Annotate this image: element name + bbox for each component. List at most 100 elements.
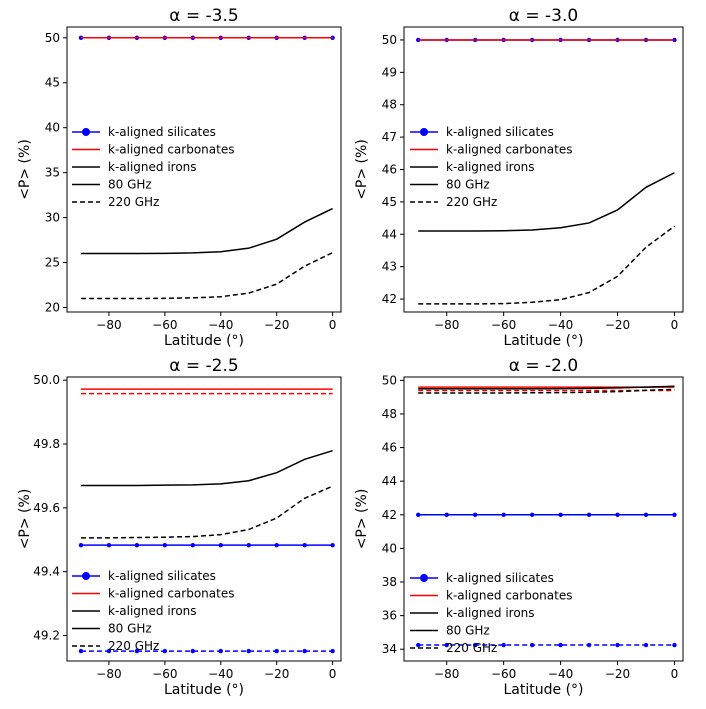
y-tick-label: 36 [382, 609, 397, 623]
legend-label: 80 GHz [108, 622, 152, 636]
series-line-4 [418, 225, 675, 305]
series-line-3 [418, 172, 675, 232]
y-tick-label: 25 [45, 256, 60, 270]
chart-title: α = -2.5 [169, 356, 238, 376]
y-tick-label: 49 [382, 65, 397, 79]
series-point [330, 35, 335, 40]
legend-label: 80 GHz [446, 624, 490, 638]
legend-label: 80 GHz [446, 178, 490, 192]
series-point [558, 512, 563, 517]
x-tick-label: −40 [548, 667, 573, 681]
series-point [218, 648, 223, 654]
series-line-5 [418, 385, 675, 390]
legend-label: k-aligned silicates [108, 125, 216, 139]
series-point [134, 542, 140, 548]
y-tick-label: 34 [382, 642, 397, 656]
y-tick-label: 35 [45, 166, 60, 180]
series-point [106, 648, 112, 654]
y-tick-label: 49.4 [33, 565, 60, 579]
series-line-4 [80, 251, 333, 300]
series-point [302, 648, 307, 654]
y-tick-label: 45 [382, 195, 397, 209]
series-point [162, 648, 168, 654]
legend-label: k-aligned silicates [446, 571, 554, 585]
legend: k-aligned silicates k-aligned carbonates k… [72, 125, 234, 209]
y-tick-label: 38 [382, 575, 397, 589]
legend: k-aligned silicates k-aligned carbonates k… [72, 569, 234, 653]
series-point [558, 642, 563, 648]
y-tick-label: 43 [382, 260, 397, 274]
legend-marker [82, 572, 90, 580]
series-point [472, 642, 478, 648]
series-point [274, 542, 279, 548]
legend-marker [420, 574, 428, 582]
x-tick-label: −40 [548, 318, 573, 332]
legend-marker [420, 128, 428, 136]
y-tick-label: 47 [382, 130, 397, 144]
legend-label: k-aligned irons [108, 604, 197, 618]
legend-label: 220 GHz [108, 195, 159, 209]
series-point [586, 512, 592, 517]
x-tick-label: −20 [605, 318, 630, 332]
x-tick-label: −20 [605, 667, 630, 681]
x-tick-label: −40 [208, 318, 233, 332]
series-point [615, 512, 620, 517]
series-line-6 [418, 388, 675, 394]
y-tick-label: 49.2 [33, 628, 60, 642]
chart-title: α = -3.0 [509, 6, 578, 26]
chart-title: α = -3.5 [169, 6, 238, 26]
series-point [643, 642, 649, 648]
legend-label: k-aligned irons [108, 160, 197, 174]
y-tick-label: 46 [382, 163, 397, 177]
series-point [78, 648, 84, 654]
y-axis-label: <P> (%) [354, 489, 370, 550]
x-tick-label: −40 [208, 667, 233, 681]
y-tick-label: 44 [382, 474, 397, 488]
y-tick-label: 50 [382, 373, 397, 387]
x-tick-label: 0 [671, 318, 679, 332]
y-tick-label: 50 [45, 31, 60, 45]
y-tick-label: 48 [382, 98, 397, 112]
y-tick-label: 45 [45, 76, 60, 90]
axes-frame [66, 26, 342, 313]
series-line-3 [80, 207, 333, 255]
x-tick-label: 0 [329, 667, 337, 681]
legend-label: 220 GHz [108, 639, 159, 653]
y-tick-label: 44 [382, 227, 397, 241]
series-point [78, 542, 84, 548]
series-point [416, 642, 421, 648]
y-tick-label: 46 [382, 441, 397, 455]
y-tick-label: 49.8 [33, 437, 60, 451]
legend-label: k-aligned carbonates [446, 143, 572, 157]
series-point [672, 642, 677, 648]
y-axis-label: <P> (%) [354, 139, 370, 200]
x-tick-label: −20 [264, 318, 289, 332]
axes-frame [66, 376, 342, 662]
legend-label: k-aligned irons [446, 606, 535, 620]
x-tick-label: −80 [96, 667, 121, 681]
chart-panel-2: −80 −60 −40 −20 0 42 43 44 45 46 47 48 49 50 α = -3.0 L… [354, 6, 684, 349]
x-tick-label: 0 [671, 667, 679, 681]
series-point [529, 642, 535, 648]
chart-title: α = -2.0 [509, 356, 578, 376]
x-tick-label: −80 [434, 667, 459, 681]
legend-label: k-aligned carbonates [446, 589, 572, 603]
series-point [190, 542, 196, 548]
series-point [190, 648, 196, 654]
y-axis-label: <P> (%) [17, 489, 33, 550]
chart-panel-3: −80 −60 −40 −20 0 49.2 49.4 49.6 49.8 50.0 α = -2.… [17, 356, 342, 698]
y-tick-label: 40 [45, 121, 60, 135]
legend-label: k-aligned silicates [108, 569, 216, 583]
x-tick-label: −80 [434, 318, 459, 332]
y-tick-label: 20 [45, 301, 60, 315]
y-tick-label: 48 [382, 407, 397, 421]
series-point [106, 542, 112, 548]
series-point [615, 642, 620, 648]
series-point [246, 648, 251, 654]
y-tick-label: 42 [382, 508, 397, 522]
series-point [134, 648, 140, 654]
x-axis-label: Latitude (°) [504, 333, 584, 349]
legend-label: k-aligned carbonates [108, 587, 234, 601]
x-tick-label: −60 [152, 667, 177, 681]
legend-label: 80 GHz [108, 178, 152, 192]
